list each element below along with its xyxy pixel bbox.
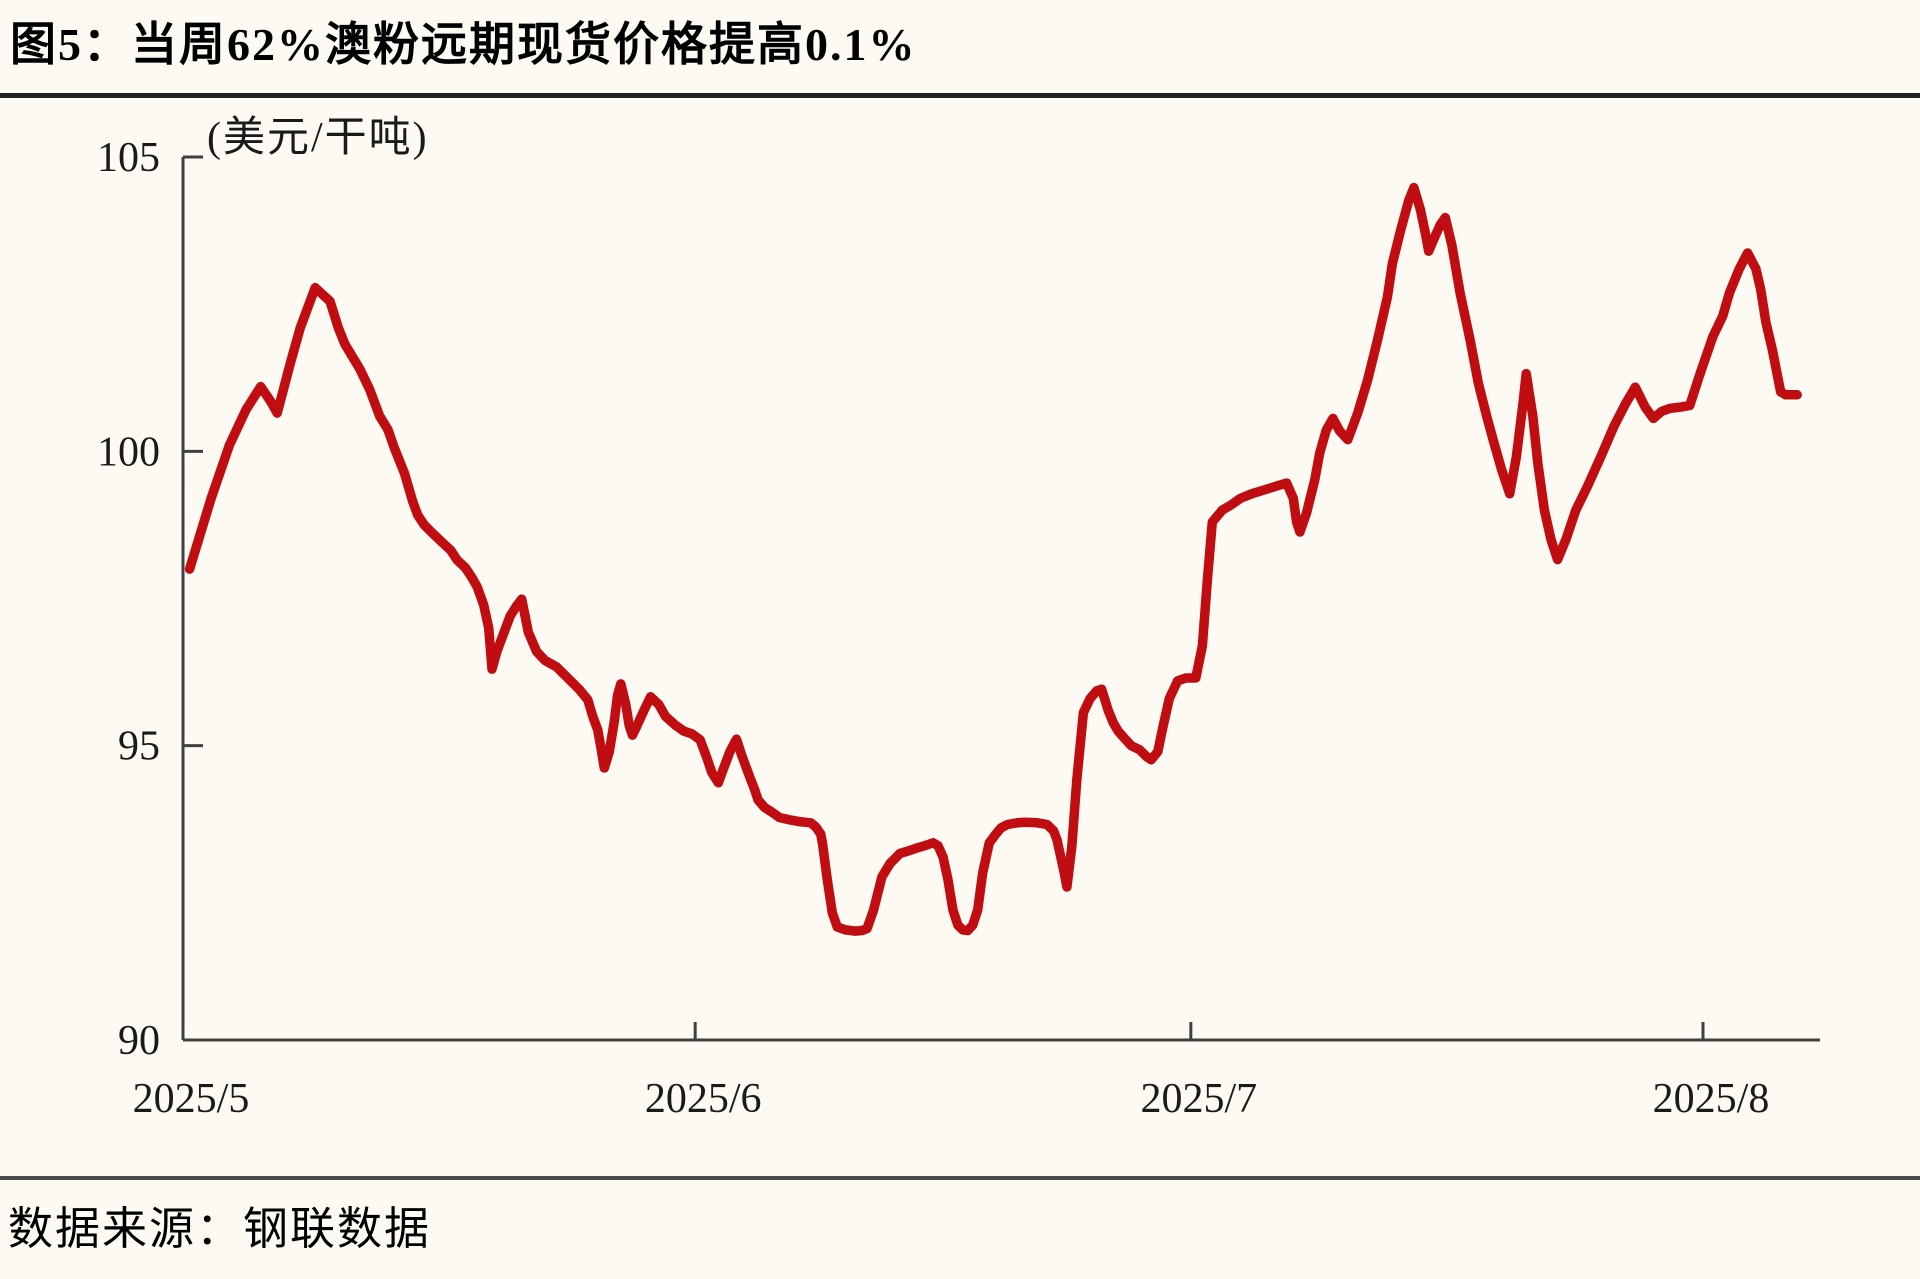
- data-source: 数据来源：钢联数据: [8, 1204, 432, 1254]
- y-tick-label: 90: [118, 1018, 160, 1064]
- x-tick-label: 2025/5: [133, 1076, 250, 1122]
- y-tick-label: 105: [97, 135, 160, 181]
- y-tick-label: 95: [118, 724, 160, 770]
- figure-title: 图5：当周62%澳粉远期现货价格提高0.1%: [10, 19, 917, 70]
- price-line: [184, 182, 1802, 936]
- y-tick-label: 100: [97, 429, 160, 475]
- y-axis-unit-label: (美元/干吨): [207, 115, 429, 161]
- x-tick-label: 2025/8: [1653, 1076, 1770, 1122]
- footer-divider: [0, 1176, 1920, 1180]
- x-tick-label: 2025/7: [1140, 1076, 1257, 1122]
- x-tick-label: 2025/6: [645, 1076, 762, 1122]
- title-divider: [0, 93, 1920, 98]
